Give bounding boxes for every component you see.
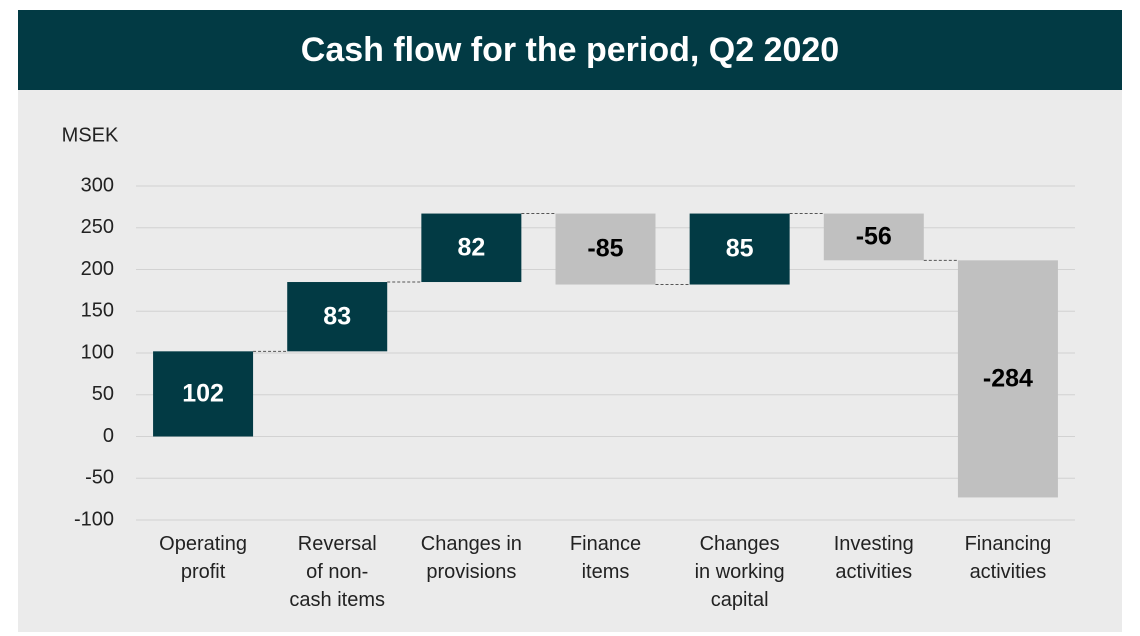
bar bbox=[823, 213, 924, 261]
data-label: 102 bbox=[182, 380, 224, 408]
data-label: -56 bbox=[856, 223, 892, 251]
x-tick-label: Changes in provisions bbox=[421, 533, 522, 583]
x-tick-label: Operating profit bbox=[159, 533, 247, 583]
x-tick-label: Investing activities bbox=[834, 533, 914, 583]
y-tick-label: 100 bbox=[81, 341, 114, 363]
data-label: 83 bbox=[323, 302, 351, 330]
data-label: 82 bbox=[457, 233, 485, 261]
data-label: -85 bbox=[587, 235, 623, 263]
bar bbox=[555, 213, 656, 285]
y-tick-label: 300 bbox=[81, 174, 114, 196]
bar bbox=[153, 351, 254, 437]
bar bbox=[287, 282, 388, 352]
x-tick-label: Financing activities bbox=[965, 533, 1052, 583]
x-tick-label: Finance items bbox=[570, 533, 641, 583]
y-axis-label: MSEK bbox=[62, 124, 119, 146]
header bbox=[18, 10, 1122, 90]
bar bbox=[689, 213, 790, 285]
y-tick-label: -100 bbox=[74, 508, 114, 530]
x-tick-label: Reversal of non-cash items bbox=[289, 533, 385, 611]
x-tick-label: Changes in working capital bbox=[695, 533, 785, 611]
chart-title: Cash flow for the period, Q2 2020 bbox=[301, 31, 839, 69]
bar bbox=[957, 260, 1058, 498]
y-tick-label: 150 bbox=[81, 300, 114, 322]
data-label: -284 bbox=[983, 364, 1033, 392]
bar bbox=[421, 213, 522, 283]
y-tick-label: -50 bbox=[85, 467, 114, 489]
y-tick-label: 250 bbox=[81, 216, 114, 238]
y-tick-label: 50 bbox=[92, 383, 114, 405]
data-label: 85 bbox=[726, 235, 754, 263]
y-tick-label: 0 bbox=[103, 425, 114, 447]
y-tick-label: 200 bbox=[81, 258, 114, 280]
